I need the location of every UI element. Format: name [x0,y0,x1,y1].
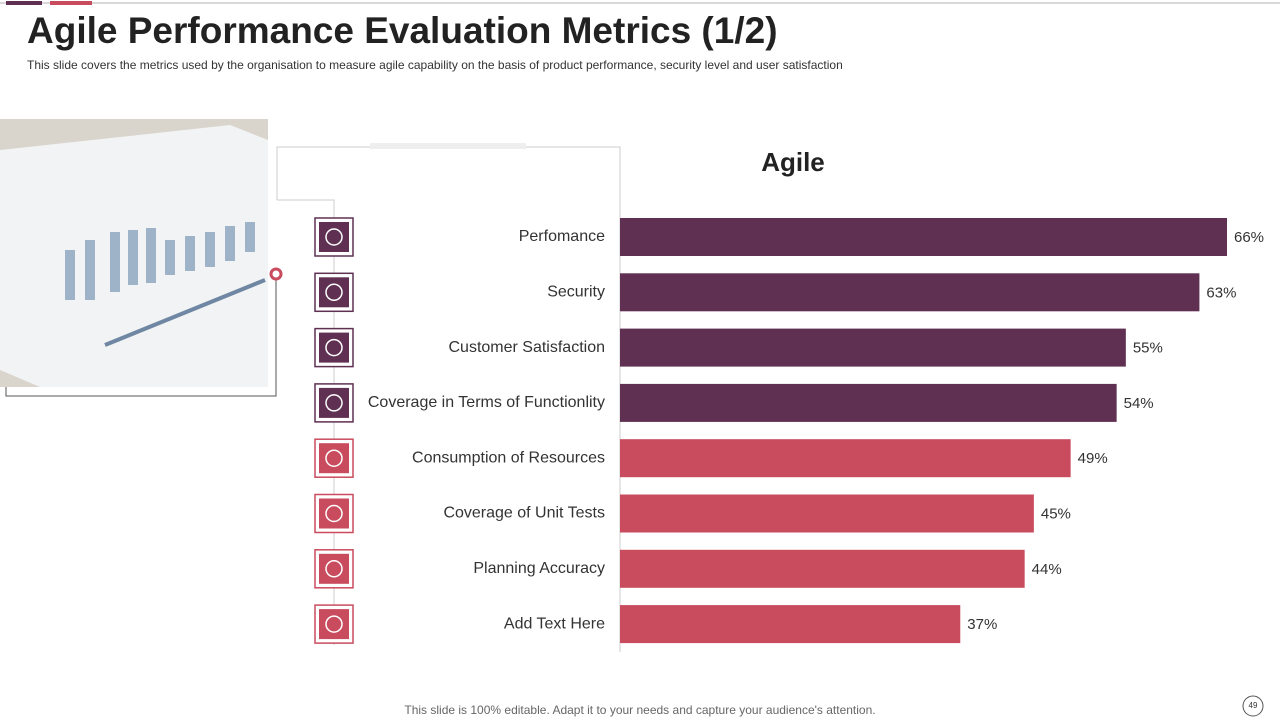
frame [277,199,335,220]
footer-note: This slide is 100% editable. Adapt it to… [404,703,875,717]
icon-glyph [325,228,343,246]
icon-glyph [325,283,343,302]
icon [319,553,349,584]
accent [6,1,42,5]
page-number: 49 [1249,701,1258,710]
category-label: Add Text Here [504,615,605,632]
frame [5,275,277,397]
icon [319,443,349,474]
value-label: 66% [1234,229,1264,246]
frame-accent [370,143,526,149]
bar [620,439,1071,478]
icon [319,277,349,308]
icon-glyph [325,615,343,633]
photo [0,119,268,387]
value-label: 49% [1078,450,1108,467]
value-label: 63% [1206,284,1236,301]
accent [50,1,92,5]
category-label: Consumption of Resources [412,449,605,466]
icon [319,222,349,252]
icon-glyph [325,394,343,412]
connector-dot [269,267,283,281]
value-label: 37% [967,616,997,633]
value-label: 54% [1124,395,1154,412]
subtitle: This slide covers the metrics used by th… [27,58,843,72]
icon-glyph [325,504,343,523]
category-label: Coverage in Terms of Functionlity [368,394,605,411]
value-label: 45% [1041,505,1071,522]
category-label: Customer Satisfaction [448,339,605,356]
icon [319,332,349,363]
icon [319,609,349,640]
category-label: Perfomance [519,228,605,245]
icon-glyph [325,560,343,578]
bar [620,605,961,644]
value-label: 44% [1032,561,1062,578]
icon [319,387,349,418]
title: Agile Performance Evaluation Metrics (1/… [27,10,778,51]
bar [620,494,1034,533]
category-label: Security [547,284,605,301]
value-label: 55% [1133,340,1163,357]
category-label: Coverage of Unit Tests [443,505,605,522]
bar [620,383,1117,422]
page-badge [1242,695,1264,717]
icon-glyph [325,338,343,357]
bar [620,549,1025,588]
bar [620,218,1227,256]
bar [620,328,1126,367]
icon [319,498,349,529]
chart-title: Agile [761,147,825,177]
category-label: Planning Accuracy [473,560,605,577]
chart: Perfomance 66% Security 63% Customer Satisfa… [314,217,1264,644]
icon-glyph [325,449,343,467]
bar [620,273,1200,312]
